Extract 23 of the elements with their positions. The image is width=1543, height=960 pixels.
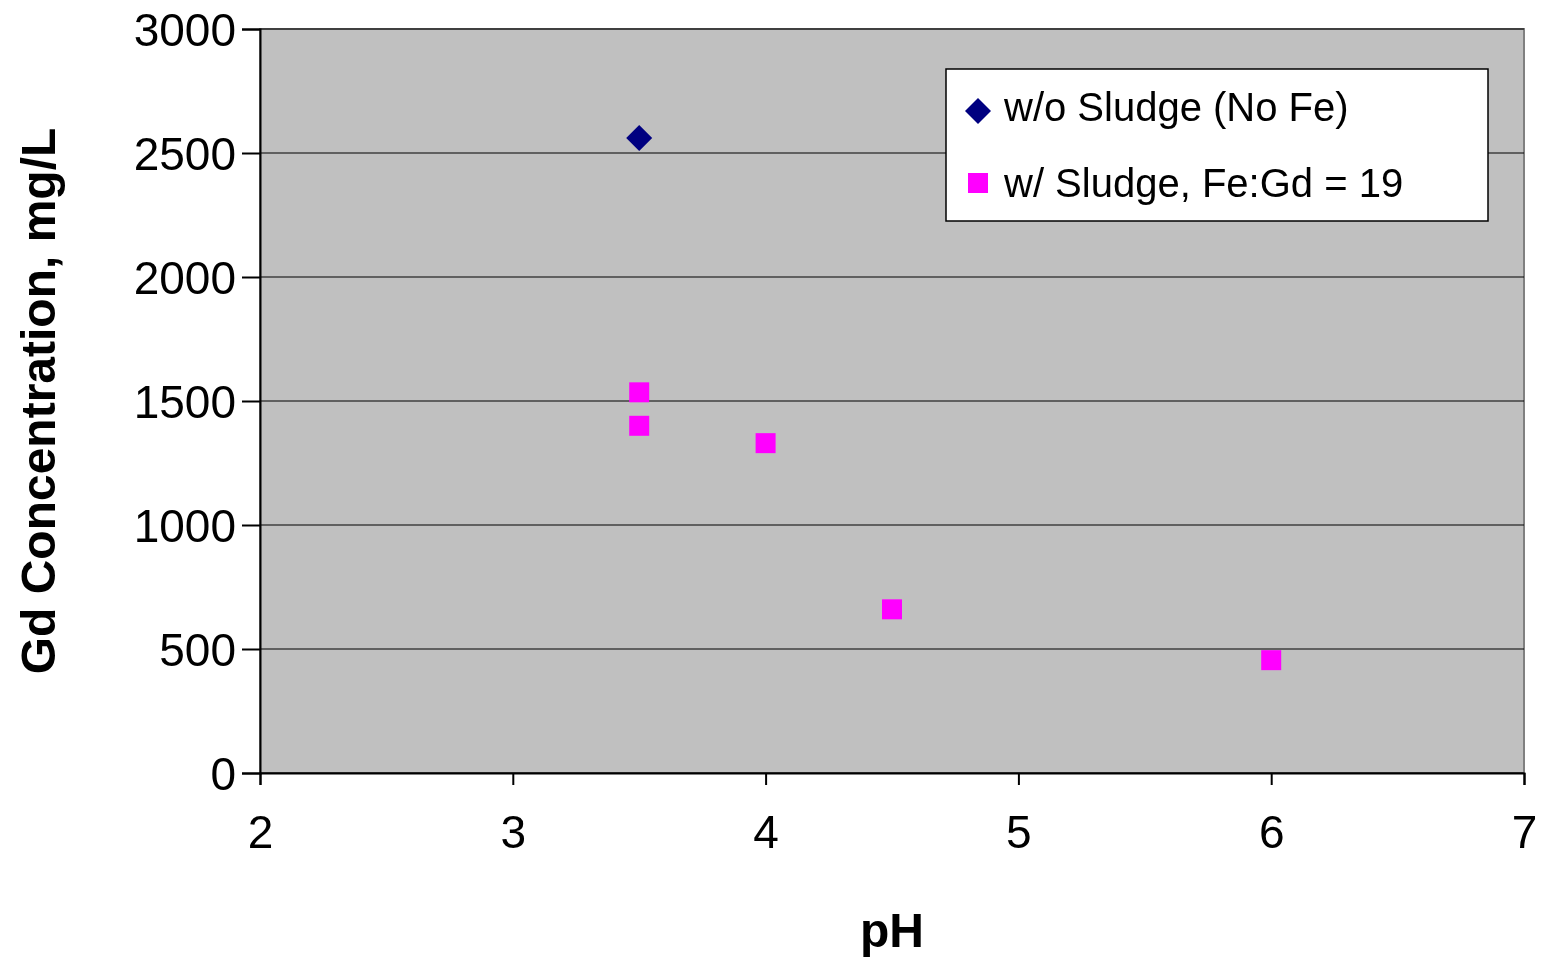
x-tick-label: 6	[1258, 805, 1285, 858]
x-tick-label: 4	[753, 805, 779, 858]
y-tick-label: 2500	[133, 127, 236, 180]
y-tick-label: 2000	[133, 251, 236, 304]
y-tick-label: 0	[210, 747, 236, 800]
point	[629, 382, 650, 403]
point	[629, 415, 650, 436]
y-tick-label: 1000	[133, 499, 236, 552]
point	[755, 433, 776, 454]
legend-label: w/o Sludge (No Fe)	[1003, 85, 1349, 129]
x-tick-label: 2	[247, 805, 274, 858]
x-axis-title: pH	[860, 904, 924, 957]
point	[626, 125, 653, 152]
x-tick-label: 3	[500, 805, 527, 858]
y-tick-label: 1500	[133, 375, 236, 428]
point	[1261, 650, 1282, 671]
y-tick-label: 3000	[133, 3, 236, 56]
y-axis-title: Gd Concentration, mg/L	[12, 127, 65, 675]
y-tick-label: 500	[159, 623, 236, 676]
x-tick-label: 5	[1006, 805, 1032, 858]
x-tick-label: 7	[1511, 805, 1538, 858]
point	[882, 599, 902, 620]
legend-label: w/ Sludge, Fe:Gd = 19	[1003, 161, 1404, 205]
